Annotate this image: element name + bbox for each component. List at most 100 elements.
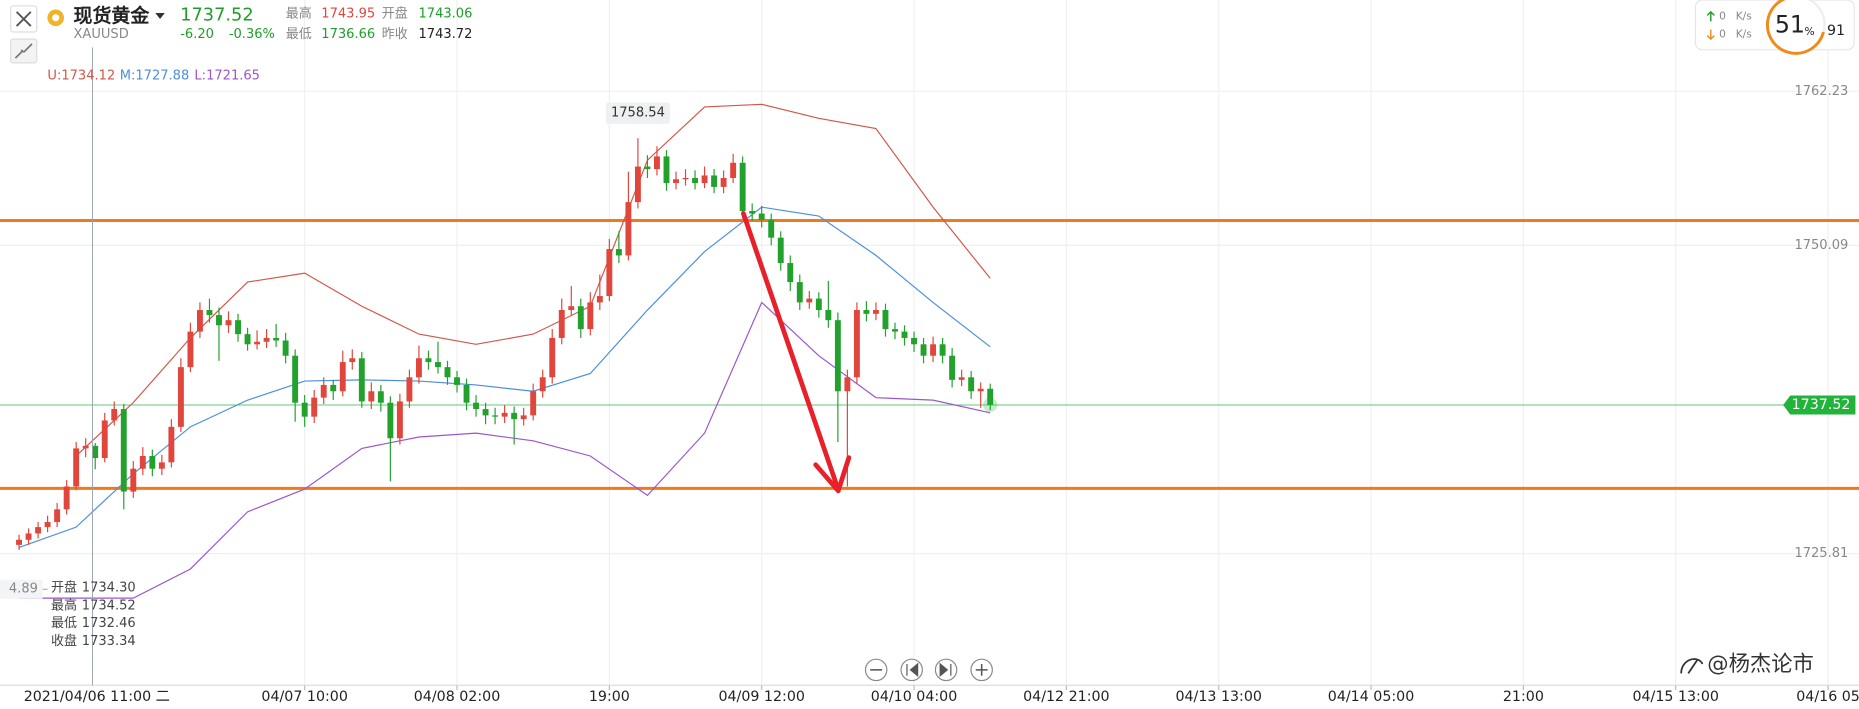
- candle-body: [111, 409, 118, 421]
- candle-body: [644, 166, 651, 170]
- candle-body: [473, 402, 480, 410]
- candle-body: [977, 388, 984, 392]
- tooltip-value: 1734.52: [82, 598, 136, 613]
- candle-body: [834, 320, 841, 392]
- crosshair-time: 2021/04/06 11:00 二: [24, 689, 170, 705]
- watermark-icon: [1680, 658, 1704, 674]
- go-end-button[interactable]: [934, 658, 958, 682]
- high-label-box: [605, 102, 670, 124]
- candle-body: [120, 409, 127, 492]
- candle-body: [44, 522, 51, 528]
- candle-body: [892, 329, 898, 332]
- percent-ring: [1765, 0, 1825, 55]
- instrument-caret[interactable]: [155, 13, 165, 19]
- zoom-in-button[interactable]: [970, 658, 993, 682]
- low-label: 最低: [286, 27, 312, 42]
- up-arrow-icon: [1706, 10, 1715, 22]
- candle-body: [54, 509, 61, 523]
- candle-body: [263, 337, 270, 342]
- candle-body: [939, 344, 946, 356]
- candle-body: [177, 367, 184, 427]
- candle-body: [596, 296, 603, 303]
- x-tick-label: 04/07 10:00: [261, 689, 347, 705]
- candle-body: [930, 344, 937, 356]
- candle-body: [958, 377, 965, 380]
- y-tick-label: 1762.23: [1794, 84, 1848, 99]
- candle-body: [739, 162, 746, 211]
- last-glow: [983, 397, 998, 413]
- candle-body: [777, 237, 784, 264]
- watermark: @杨杰论市: [1707, 652, 1814, 677]
- tooltip-label: 开盘: [51, 580, 77, 596]
- candle-body: [454, 377, 460, 385]
- last-price-header: 1737.52: [180, 4, 253, 25]
- candle-body: [244, 334, 251, 345]
- count-value: 91: [1827, 23, 1845, 39]
- band-upper-legend: U:1734.12: [47, 68, 115, 83]
- candle-body: [577, 306, 584, 330]
- x-tick-label: 04/16 05: [1796, 689, 1859, 705]
- candle-body: [730, 162, 737, 178]
- candle-body: [415, 358, 422, 378]
- candle-body: [92, 445, 99, 459]
- prev-close-label: 昨收: [382, 27, 408, 42]
- candle-body: [872, 310, 879, 314]
- candle-body: [949, 355, 956, 380]
- collapse-button[interactable]: [10, 38, 38, 64]
- candle-body: [35, 527, 42, 534]
- zoom-out-button[interactable]: [864, 658, 888, 682]
- tooltip-label: 最低: [51, 616, 77, 631]
- candle-body: [492, 415, 499, 417]
- candle-body: [673, 179, 679, 184]
- candle-body: [720, 177, 727, 187]
- candle-body: [815, 298, 822, 311]
- candle-body: [682, 177, 689, 180]
- crosshair-price-box: [0, 579, 43, 599]
- candle-body: [311, 397, 318, 417]
- x-tick-label: 04/09 12:00: [718, 689, 804, 705]
- candle-body: [425, 358, 432, 363]
- high-label: 最高: [286, 6, 312, 22]
- candle-body: [149, 456, 156, 469]
- candle-body: [692, 177, 698, 184]
- crosshair-tooltip: 开盘 1734.30 最高 1734.52 最低 1732.46 收盘 1733.34: [51, 580, 136, 649]
- candle-body: [530, 391, 537, 416]
- candle-body: [901, 331, 908, 338]
- candle-body: [435, 362, 441, 368]
- tooltip-value: 1734.30: [82, 581, 136, 596]
- open-label: 开盘: [382, 6, 408, 22]
- trend-arrow: [740, 211, 840, 489]
- close-button[interactable]: [10, 5, 38, 33]
- candle-body: [654, 156, 660, 170]
- instrument-symbol: XAUUSD: [74, 27, 129, 42]
- candle-body: [130, 468, 137, 492]
- candle-body: [368, 391, 375, 402]
- y-tick-label: 1725.81: [1794, 546, 1848, 561]
- high-value: 1743.95: [321, 7, 375, 22]
- candle-body: [501, 412, 508, 417]
- candle-body: [463, 384, 470, 403]
- candle-body: [787, 263, 794, 283]
- candle-body: [16, 539, 22, 545]
- candle-body: [187, 331, 194, 368]
- candle-body: [882, 310, 889, 330]
- go-start-button[interactable]: [900, 658, 923, 682]
- candle-body: [615, 249, 622, 256]
- tooltip-value: 1733.34: [82, 634, 136, 649]
- candle-body: [406, 377, 413, 402]
- candle-body: [254, 341, 261, 345]
- candle-body: [701, 175, 708, 184]
- candle-body: [292, 355, 299, 403]
- candle-body: [844, 377, 851, 392]
- candle-body: [82, 445, 89, 449]
- instrument-name: 现货黄金: [74, 4, 151, 27]
- band-line: [75, 103, 991, 457]
- candle-body: [330, 384, 337, 392]
- candle-body: [73, 448, 80, 487]
- change: -6.20: [180, 27, 214, 42]
- candle-body: [139, 456, 146, 469]
- percent-sign: %: [1804, 25, 1814, 38]
